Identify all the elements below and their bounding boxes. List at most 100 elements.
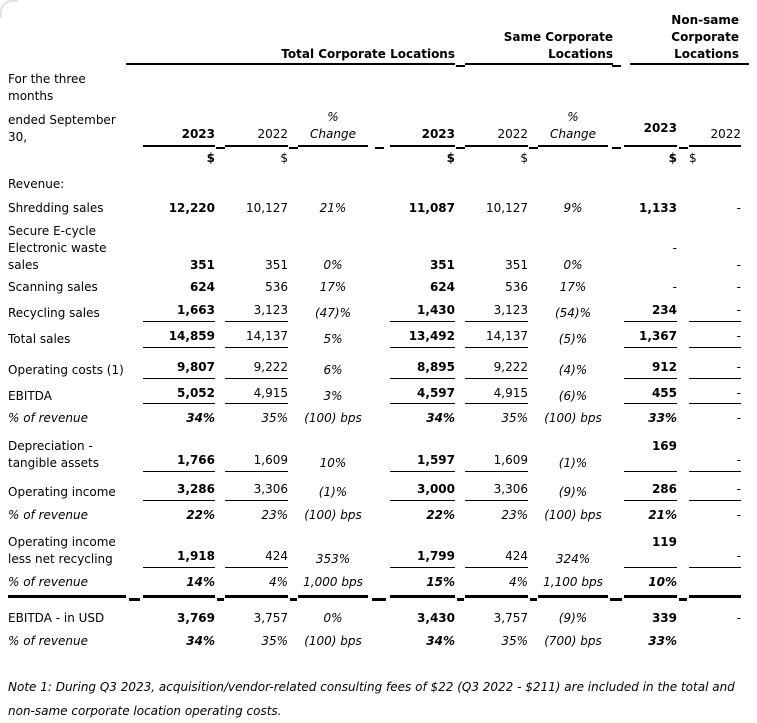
value-cell: 4,597: [390, 379, 455, 405]
value-cell: 14,859: [143, 322, 215, 348]
value-cell: 34%: [186, 411, 215, 426]
value-cell: 1,609: [465, 446, 528, 472]
year-header: 2022: [465, 120, 528, 147]
row-label: EBITDA - in USD: [8, 610, 105, 625]
value-cell: 33%: [648, 633, 677, 648]
value-cell: 1,766: [143, 446, 215, 472]
value-cell: -: [689, 379, 741, 405]
value-cell: (4)%: [558, 362, 588, 377]
year-header: 2023: [624, 114, 677, 147]
value-cell: 23%: [261, 507, 288, 522]
value-cell: -: [672, 240, 677, 255]
value-cell: 14,137: [225, 322, 288, 348]
value-cell: 10,127: [486, 201, 528, 216]
value-cell: 351: [265, 257, 288, 272]
value-cell: 10,127: [246, 201, 288, 216]
rule-dash: [216, 597, 224, 601]
rule-dash: [678, 597, 688, 601]
pct-change-header: % Change: [538, 103, 608, 147]
currency-symbol: $: [206, 150, 215, 165]
table-row: Scanning sales 624 536 17% 624 536 17% -…: [8, 273, 757, 296]
table-row: Total sales 14,859 14,137 5% 13,492 14,1…: [8, 322, 757, 348]
value-cell: (6)%: [558, 388, 588, 403]
rule-dash: [374, 146, 384, 149]
value-cell: 3,123: [465, 296, 528, 322]
row-label: Secure E-cycle Electronic waste sales: [8, 223, 107, 272]
rule-dash: [528, 146, 538, 149]
value-cell: 169: [624, 432, 677, 472]
currency-symbol: $: [668, 150, 677, 165]
value-cell: [689, 643, 741, 649]
value-cell: -: [689, 322, 741, 348]
value-cell: 0%: [563, 257, 583, 272]
value-cell: (100) bps: [304, 633, 362, 648]
value-cell: -: [736, 280, 741, 295]
period-label: For the three months ended September 30,: [8, 65, 126, 146]
value-cell: 353%: [315, 552, 351, 567]
table-row: Operating costs (1) 9,807 9,222 6% 8,895…: [8, 353, 757, 379]
value-cell: 351: [429, 257, 455, 272]
value-cell: 1,430: [390, 296, 455, 322]
value-cell: 3,769: [177, 610, 215, 625]
value-cell: 23%: [501, 507, 528, 522]
rule-dash: [289, 597, 297, 601]
table-row: Operating income less net recycling 1,91…: [8, 528, 757, 568]
value-cell: 1,367: [624, 322, 677, 348]
value-cell: 1,133: [639, 201, 677, 216]
value-cell: (5)%: [558, 331, 588, 346]
section-label: Revenue:: [8, 177, 65, 192]
value-cell: (54)%: [554, 306, 592, 321]
rule-dash: [610, 597, 622, 601]
value-cell: 11,087: [408, 201, 455, 216]
currency-symbol: $: [689, 150, 697, 165]
value-cell: -: [689, 475, 741, 501]
value-cell: 119: [624, 528, 677, 568]
pct-change-header: % Change: [298, 103, 368, 147]
value-cell: 3,000: [390, 475, 455, 501]
rule-dash: [128, 597, 141, 601]
year-header: 2023: [143, 120, 215, 147]
table-row: Shredding sales 12,220 10,127 21% 11,087…: [8, 194, 757, 217]
value-cell: 34%: [186, 633, 215, 648]
value-cell: 3,123: [225, 296, 288, 322]
value-cell: 351: [505, 257, 528, 272]
value-cell: 1,799: [390, 542, 455, 568]
rule-dash: [455, 146, 465, 149]
rule-dash: [611, 65, 621, 68]
value-cell: -: [672, 280, 677, 295]
value-cell: 424: [225, 542, 288, 568]
row-label: Recycling sales: [8, 306, 100, 321]
value-cell: 0%: [323, 610, 343, 625]
value-cell: 1,663: [143, 296, 215, 322]
rule-dash: [529, 597, 537, 601]
rule-dash: [678, 146, 688, 149]
period-line-2: ended September 30,: [8, 112, 116, 144]
value-cell: (700) bps: [544, 633, 602, 648]
value-cell: 424: [465, 542, 528, 568]
value-cell: 9,222: [465, 353, 528, 379]
row-label: Total sales: [8, 331, 71, 346]
value-cell: 35%: [501, 633, 528, 648]
table-row: Recycling sales 1,663 3,123 (47)% 1,430 …: [8, 296, 757, 322]
value-cell: (1)%: [318, 484, 348, 499]
value-cell: 15%: [390, 568, 455, 598]
value-cell: (9)%: [558, 610, 588, 625]
rule-dash: [456, 597, 464, 601]
table-row: EBITDA - in USD 3,769 3,757 0% 3,430 3,7…: [8, 598, 757, 627]
value-cell: 1,609: [225, 446, 288, 472]
value-cell: 3,306: [465, 475, 528, 501]
row-label: % of revenue: [8, 568, 126, 598]
table-row: Depreciation - tangible assets 1,766 1,6…: [8, 432, 757, 472]
value-cell: 17%: [559, 280, 587, 295]
rule-dash: [288, 146, 298, 149]
value-cell: 21%: [319, 201, 347, 216]
value-cell: -: [736, 201, 741, 216]
value-cell: (1)%: [558, 455, 588, 470]
value-cell: 4%: [465, 568, 528, 598]
value-cell: 3,306: [225, 475, 288, 501]
row-label: % of revenue: [8, 507, 88, 522]
value-cell: 4%: [225, 568, 288, 598]
value-cell: 351: [189, 257, 215, 272]
value-cell: (100) bps: [544, 411, 602, 426]
table-row: EBITDA 5,052 4,915 3% 4,597 4,915 (6)% 4…: [8, 379, 757, 405]
